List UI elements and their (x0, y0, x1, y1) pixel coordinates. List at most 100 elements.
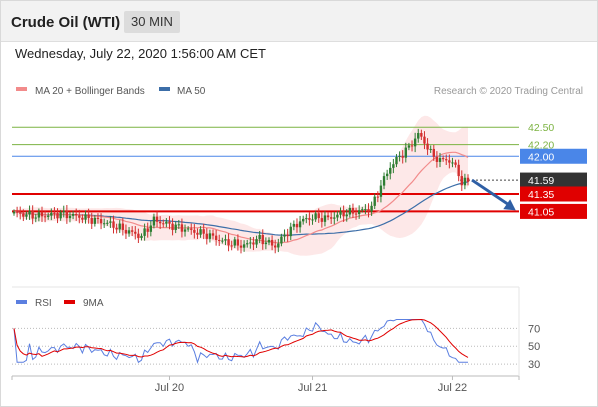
forecast-arrow-shaft (471, 178, 511, 207)
copyright-text: Research © 2020 Trading Central (434, 86, 583, 97)
candle-body (59, 212, 62, 219)
candle-body (435, 156, 439, 162)
level-tag-41.35 (520, 186, 587, 202)
candle-body (143, 228, 146, 236)
candle-body (202, 229, 205, 234)
candle-body (280, 236, 283, 244)
candle-body (420, 133, 423, 137)
candle-body (438, 158, 442, 162)
candle-body (140, 235, 143, 238)
candle-body (190, 228, 193, 230)
candle-body (382, 176, 386, 186)
candle-body (19, 212, 22, 214)
candle-body (47, 215, 50, 217)
candle-body (357, 210, 361, 214)
candle-body (385, 173, 389, 177)
candle-body (361, 209, 364, 211)
candle-body (342, 211, 345, 217)
candle-body (354, 213, 358, 215)
level-label-42.20: 42.20 (528, 140, 554, 152)
rsi-ma-legend-swatch (64, 300, 75, 304)
candle-body (124, 229, 128, 234)
candle-body (180, 224, 184, 232)
candle-body (186, 228, 190, 230)
ma20-legend-label: MA 20 + Bollinger Bands (35, 86, 145, 97)
candle-body (22, 213, 25, 217)
candle-body (102, 223, 106, 225)
rsi-ref-label-30: 30 (528, 359, 540, 371)
candle-body (168, 221, 171, 224)
x-tick-label: Jul 22 (438, 382, 467, 394)
candle-body (258, 235, 261, 240)
timeframe-badge[interactable]: 30 MIN (124, 11, 180, 33)
chart-header: Crude Oil (WTI) 30 MIN (1, 1, 597, 42)
candle-body (317, 213, 320, 219)
candle-body (364, 209, 367, 211)
candle-body (115, 227, 118, 230)
candle-body (50, 212, 53, 216)
candle-body (227, 239, 230, 246)
price-levels (12, 126, 519, 213)
candle-body (218, 239, 221, 241)
candle-body (233, 239, 236, 246)
candle-body (242, 244, 246, 248)
level-tag-41.05 (520, 203, 587, 219)
candle-body (314, 213, 317, 220)
candle-body (379, 185, 383, 197)
rsi-legend-swatch (16, 300, 27, 304)
level-label-42.00: 42.00 (528, 151, 554, 163)
candle-body (255, 239, 258, 245)
candle-body (96, 217, 100, 219)
rsi-panel: 70 50 30 (12, 318, 540, 371)
candle-body (74, 213, 78, 216)
candle-body (93, 217, 97, 224)
candle-body (311, 219, 314, 221)
candle-body (454, 162, 457, 165)
candle-body (208, 233, 212, 239)
candle-body (174, 224, 177, 231)
candle-body (53, 212, 56, 214)
candle-body (463, 177, 467, 186)
candle-body (81, 217, 84, 220)
candle-body (40, 212, 44, 217)
candle-body (211, 233, 215, 236)
instrument-title: Crude Oil (WTI) (11, 14, 121, 31)
candle-body (301, 218, 305, 222)
level-label-42.50: 42.50 (528, 122, 554, 134)
candle-body (155, 216, 159, 222)
x-ticks: Jul 20 Jul 21 Jul 22 (11, 376, 520, 394)
candle-body (270, 239, 274, 246)
candle-body (264, 242, 268, 245)
candle-body (230, 245, 233, 247)
x-tick-label: Jul 21 (298, 382, 327, 394)
candle-body (28, 210, 31, 215)
candle-body (90, 217, 93, 224)
candle-body (404, 147, 408, 158)
rsi-ref-label-70: 70 (528, 323, 540, 335)
candle-body (398, 155, 401, 157)
candle-body (407, 145, 411, 148)
candle-body (118, 223, 121, 230)
candle-body (146, 228, 149, 232)
candle-body (249, 242, 252, 244)
candle-body (320, 218, 324, 222)
candle-body (292, 223, 296, 227)
ma50-legend-swatch (159, 87, 170, 91)
candle-body (277, 243, 280, 248)
candle-body (283, 234, 286, 237)
candle-body (193, 229, 196, 233)
bollinger-band (14, 115, 468, 256)
candle-body (326, 215, 330, 218)
forecast-arrow-head (503, 199, 516, 211)
candle-body (34, 217, 37, 219)
candle-body (130, 230, 134, 232)
ma20-legend-swatch (16, 87, 27, 91)
candle-body (373, 196, 376, 206)
candle-body (289, 226, 292, 237)
candle-body (221, 240, 224, 242)
candle-body (451, 162, 454, 164)
candle-body (78, 215, 81, 218)
candle-body (68, 215, 72, 219)
candle-body (367, 209, 370, 212)
